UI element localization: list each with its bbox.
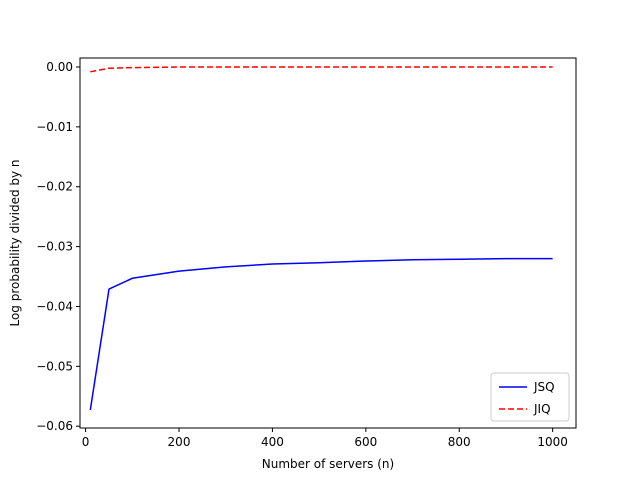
x-tick-label: 1000 bbox=[537, 435, 568, 449]
y-tick-label: −0.02 bbox=[36, 180, 73, 194]
x-axis: 0 200 400 600 800 1000 bbox=[82, 428, 568, 449]
y-axis: 0.00 −0.01 −0.02 −0.03 −0.04 −0.05 −0.06 bbox=[36, 60, 80, 433]
y-tick-label: −0.03 bbox=[36, 240, 73, 254]
x-tick-label: 400 bbox=[261, 435, 284, 449]
y-tick-label: −0.04 bbox=[36, 299, 73, 313]
x-tick-label: 800 bbox=[448, 435, 471, 449]
legend-label-jsq: JSQ bbox=[533, 380, 555, 394]
x-tick-label: 0 bbox=[82, 435, 90, 449]
x-tick-label: 600 bbox=[354, 435, 377, 449]
legend: JSQ JIQ bbox=[490, 372, 570, 422]
y-tick-label: 0.00 bbox=[46, 60, 73, 74]
legend-box bbox=[490, 372, 570, 422]
plot-layer bbox=[89, 66, 553, 411]
y-tick-label: −0.06 bbox=[36, 419, 73, 433]
y-tick-label: −0.01 bbox=[36, 120, 73, 134]
series-line-jsq bbox=[89, 257, 553, 411]
y-axis-label: Log probability divided by n bbox=[8, 159, 22, 326]
y-tick-label: −0.05 bbox=[36, 359, 73, 373]
plot-frame bbox=[79, 57, 577, 429]
series-line-jiq bbox=[90, 66, 553, 73]
x-axis-label: Number of servers (n) bbox=[262, 457, 394, 471]
x-tick-label: 200 bbox=[168, 435, 191, 449]
legend-label-jiq: JIQ bbox=[533, 402, 551, 416]
